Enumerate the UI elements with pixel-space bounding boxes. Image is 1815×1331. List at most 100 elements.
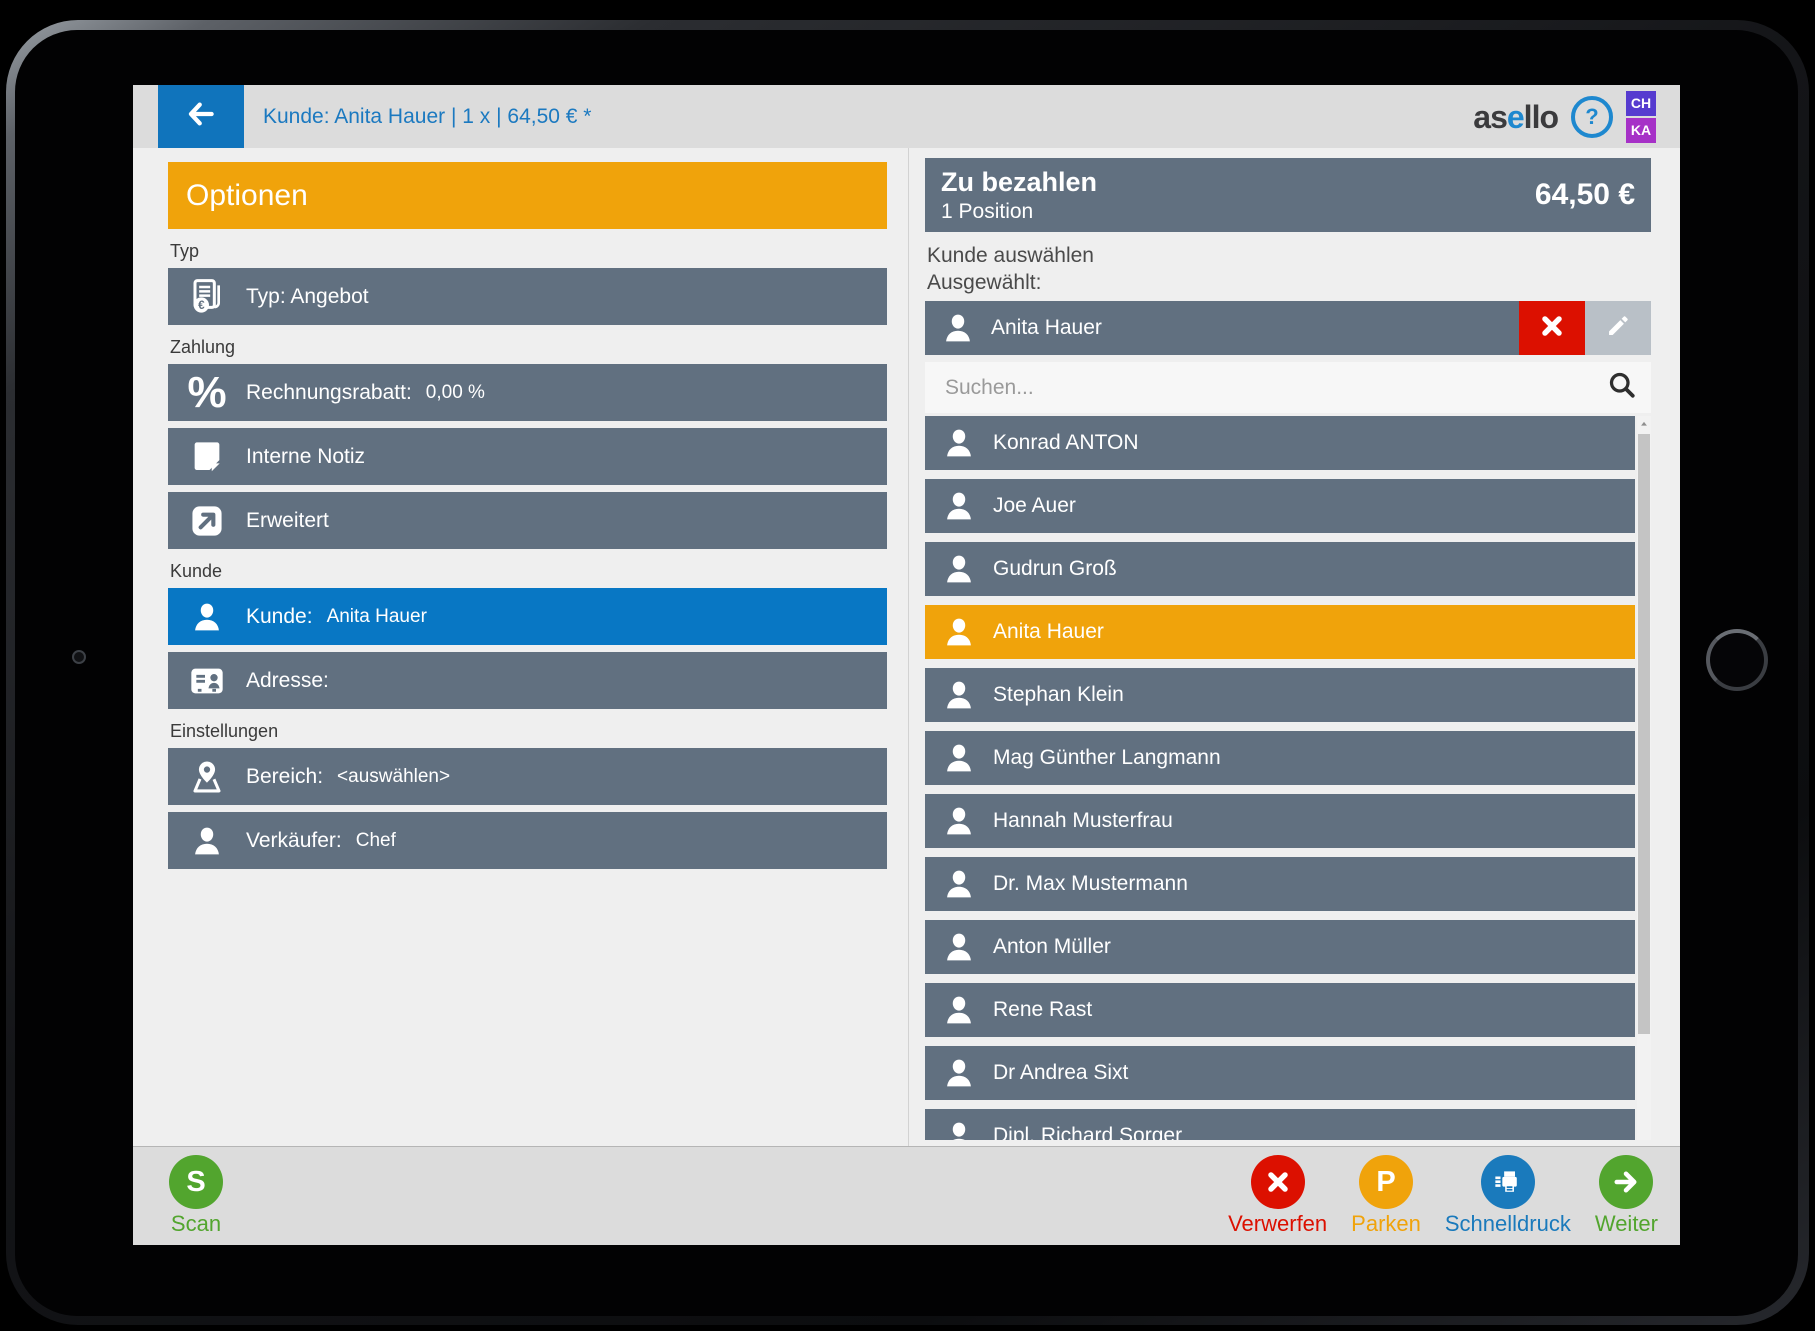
option-row-bereich[interactable]: Bereich: <auswählen> [168, 748, 887, 805]
option-row-verkaeufer[interactable]: Verkäufer: Chef [168, 812, 887, 869]
person-icon [939, 867, 979, 901]
pay-title: Zu bezahlen [941, 167, 1098, 197]
option-row-adresse[interactable]: Adresse: [168, 652, 887, 709]
action-button-weiter[interactable]: Weiter [1595, 1155, 1658, 1237]
option-row-label: Erweitert [246, 508, 329, 532]
customer-name: Rene Rast [993, 998, 1093, 1021]
action-button-schnelldruck[interactable]: Schnelldruck [1445, 1155, 1571, 1237]
person-icon [184, 600, 230, 634]
customer-name: Gudrun Groß [993, 557, 1117, 580]
top-bar: Kunde: Anita Hauer | 1 x | 64,50 € * ase… [133, 85, 1680, 148]
customer-list-item[interactable]: Gudrun Groß [925, 542, 1635, 596]
customer-list-item[interactable]: Hannah Musterfrau [925, 794, 1635, 848]
person-icon [939, 1056, 979, 1090]
person-icon [937, 311, 979, 345]
option-row-kunde[interactable]: Kunde: Anita Hauer [168, 588, 887, 645]
page-title: Kunde: Anita Hauer | 1 x | 64,50 € * [263, 104, 592, 128]
payment-panel: Zu bezahlen 1 Position 64,50 € Kunde aus… [910, 148, 1680, 1146]
customer-name: Mag Günther Langmann [993, 746, 1221, 769]
action-button-parken[interactable]: P Parken [1351, 1155, 1421, 1237]
customer-list-item[interactable]: Dipl. Richard Sorger [925, 1109, 1635, 1140]
remove-customer-button[interactable] [1519, 301, 1585, 355]
section-label: Einstellungen [170, 721, 279, 741]
customer-list-item[interactable]: Konrad ANTON [925, 416, 1635, 470]
scroll-up-icon[interactable] [1637, 416, 1651, 432]
option-row-label: Interne Notiz [246, 444, 366, 468]
selected-customer-row[interactable]: Anita Hauer [925, 301, 1651, 355]
customer-list-item[interactable]: Dr Andrea Sixt [925, 1046, 1635, 1100]
option-row-label: Adresse: [246, 668, 329, 692]
section-label: Typ [170, 241, 200, 261]
action-label: Schnelldruck [1444, 1211, 1571, 1236]
help-icon[interactable]: ? [1571, 95, 1613, 138]
external-arrow-icon [184, 502, 230, 540]
position-count: 1 Position [941, 200, 1034, 224]
customer-list-area: Konrad ANTON Joe Auer Gudrun Groß Anita Hau… [925, 416, 1651, 1140]
search-icon[interactable] [1607, 370, 1637, 405]
person-icon [939, 930, 979, 964]
customer-search-bar [925, 362, 1651, 413]
customer-list-item[interactable]: Rene Rast [925, 983, 1635, 1037]
customer-list-item[interactable]: Joe Auer [925, 479, 1635, 533]
parken-glyph: P [1359, 1155, 1414, 1209]
selected-customer-name: Anita Hauer [991, 316, 1102, 339]
badge-ch[interactable]: CH [1626, 90, 1656, 116]
address-card-icon [184, 661, 230, 701]
scan-icon: S [169, 1155, 223, 1209]
section-label: Zahlung [170, 337, 236, 357]
person-icon [939, 804, 979, 838]
option-row-interne-notiz[interactable]: Interne Notiz [168, 428, 887, 485]
option-row-label: Rechnungsrabatt: [246, 380, 412, 404]
person-icon [939, 1119, 979, 1140]
note-icon [184, 438, 230, 476]
badge-stack: CH KA [1626, 90, 1656, 143]
action-button-verwerfen[interactable]: Verwerfen [1228, 1155, 1327, 1237]
x-icon [1250, 1155, 1305, 1209]
home-button[interactable] [1706, 629, 1768, 691]
document-euro-icon: € [184, 277, 230, 317]
person-icon [939, 678, 979, 712]
customer-name: Joe Auer [993, 494, 1076, 517]
search-input[interactable] [943, 374, 1607, 401]
option-row-value: Anita Hauer [326, 605, 427, 627]
front-camera [72, 650, 86, 664]
option-row-value: 0,00 % [425, 381, 485, 403]
option-row-label: Verkäufer: [246, 828, 342, 852]
scan-button[interactable]: S Scan [153, 1155, 239, 1237]
customer-list-item[interactable]: Mag Günther Langmann [925, 731, 1635, 785]
customer-name: Dr. Max Mustermann [993, 872, 1188, 895]
option-row-label: Kunde: [246, 604, 313, 628]
option-row-typ[interactable]: € Typ: Angebot [168, 268, 887, 325]
customer-name: Stephan Klein [993, 683, 1124, 706]
option-row-erweitert[interactable]: Erweitert [168, 492, 887, 549]
option-row-value: <auswählen> [337, 765, 451, 787]
brand-area: asello ? CH KA [1473, 85, 1656, 148]
app-screen: Kunde: Anita Hauer | 1 x | 64,50 € * ase… [133, 85, 1680, 1245]
map-pin-icon [184, 758, 230, 796]
total-amount: 64,50 € [1534, 178, 1635, 211]
scrollbar-thumb[interactable] [1638, 434, 1650, 1034]
scrollbar[interactable] [1637, 416, 1651, 1140]
option-row-rechnungsrabatt[interactable]: % Rechnungsrabatt: 0,00 % [168, 364, 887, 421]
customer-list-item[interactable]: Dr. Max Mustermann [925, 857, 1635, 911]
asello-logo: asello [1473, 98, 1559, 135]
x-icon [1539, 313, 1565, 344]
customer-list-item[interactable]: Anton Müller [925, 920, 1635, 974]
customer-name: Anton Müller [993, 935, 1111, 958]
back-button[interactable] [158, 85, 244, 148]
badge-ka[interactable]: KA [1626, 117, 1656, 143]
options-header: Optionen [168, 162, 887, 229]
customer-list: Konrad ANTON Joe Auer Gudrun Groß Anita Hau… [925, 416, 1635, 1140]
options-sections: Typ € Typ: Angebot Zahlung% Rechnungsrabatt:… [168, 241, 887, 869]
customer-list-item[interactable]: Stephan Klein [925, 668, 1635, 722]
person-icon [939, 741, 979, 775]
option-row-label: Typ: Angebot [246, 284, 369, 308]
percent-icon: % [187, 367, 227, 417]
pay-header: Zu bezahlen 1 Position 64,50 € [925, 158, 1651, 232]
customer-list-item[interactable]: Anita Hauer [925, 605, 1635, 659]
customer-name: Konrad ANTON [993, 431, 1139, 454]
option-row-value: Chef [355, 829, 396, 851]
edit-customer-button[interactable] [1585, 301, 1651, 355]
back-arrow-icon [186, 99, 216, 134]
action-label: Weiter [1594, 1211, 1658, 1236]
